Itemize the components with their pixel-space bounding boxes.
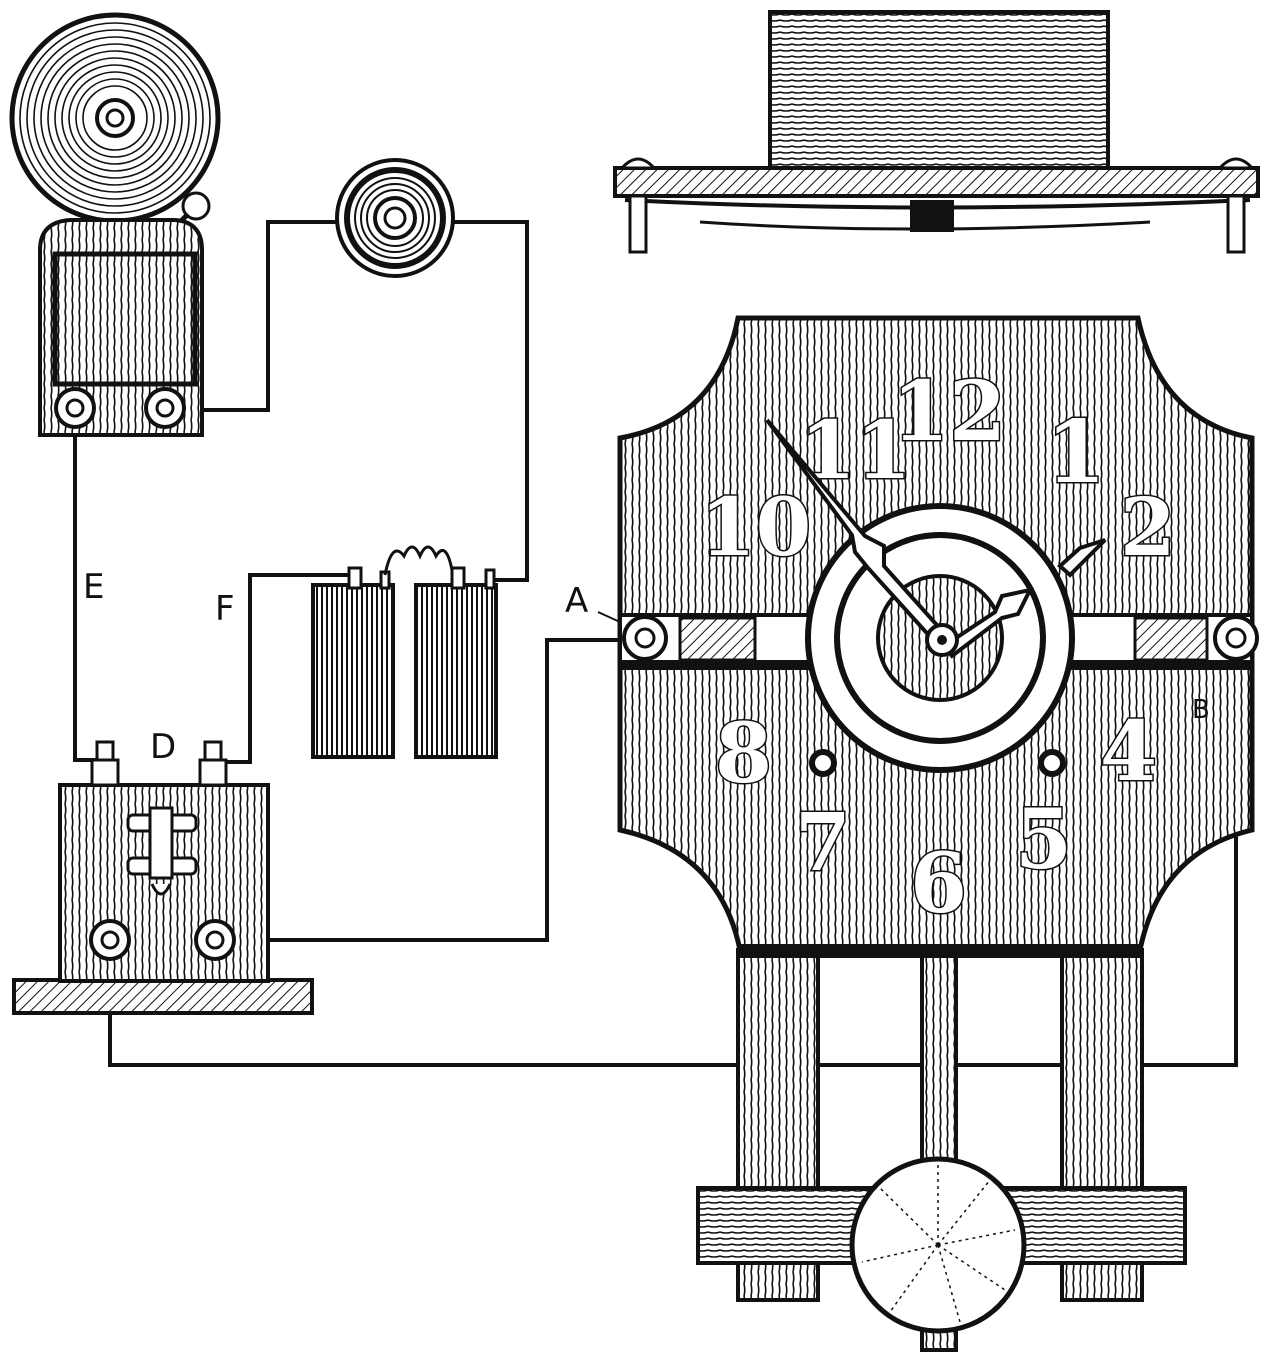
- bell-clapper: [181, 191, 211, 221]
- battery-cell-right: [414, 583, 498, 759]
- battery: [311, 545, 498, 759]
- pendulum-bob-rays: [861, 1165, 1016, 1323]
- relay-armature: [126, 806, 198, 896]
- wire-f: [212, 573, 352, 764]
- letter-labels: A B D E F: [83, 567, 1210, 767]
- clock-side-view: [613, 10, 1260, 254]
- numeral-6: 6: [910, 836, 967, 932]
- clock: 12 1 2 4 5 6 7 8 10 11: [597, 315, 1259, 1352]
- battery-cell-left: [311, 583, 395, 759]
- bell-gong-rings: [19, 22, 211, 214]
- wire-button-to-battery: [448, 220, 529, 582]
- bell-terminals: [54, 387, 186, 429]
- label-b: B: [1192, 695, 1210, 725]
- winding-hole-right: [1038, 749, 1066, 777]
- clock-side-plate: [613, 166, 1260, 198]
- relay-terminals: [89, 919, 236, 961]
- push-button: [335, 158, 455, 278]
- terminal-b: [1213, 615, 1259, 661]
- dial-numerals: 12 1 2 4 5 6 7 8 10 11: [699, 363, 1178, 934]
- winding-hole-left: [809, 749, 837, 777]
- hour-hand: [941, 587, 1034, 659]
- numeral-7: 7: [795, 795, 851, 889]
- numeral-5: 5: [1015, 792, 1072, 888]
- relay-base: [12, 978, 314, 1015]
- numeral-12: 12: [892, 364, 1006, 460]
- numeral-10: 10: [700, 480, 811, 574]
- wire-bell-to-button: [165, 220, 342, 412]
- terminal-a: [622, 615, 668, 661]
- label-f: F: [215, 589, 235, 629]
- relay-binding-posts: [90, 740, 228, 787]
- numeral-2: 2: [1120, 480, 1176, 574]
- bell-magnet: [52, 251, 198, 387]
- clock-side-block: [768, 10, 1110, 174]
- numeral-1: 1: [1046, 402, 1106, 503]
- relay: [12, 740, 314, 1015]
- label-e: E: [83, 567, 104, 607]
- clock-hands: [765, 418, 1107, 659]
- numeral-8: 8: [715, 706, 772, 802]
- electric-bell: [9, 12, 221, 437]
- alarm-hand: [1057, 538, 1107, 578]
- battery-connector-coil: [383, 545, 454, 576]
- numeral-4: 4: [1100, 704, 1157, 800]
- wire-to-terminal-a: [215, 638, 630, 942]
- label-a: A: [565, 581, 588, 621]
- label-d: D: [150, 727, 176, 767]
